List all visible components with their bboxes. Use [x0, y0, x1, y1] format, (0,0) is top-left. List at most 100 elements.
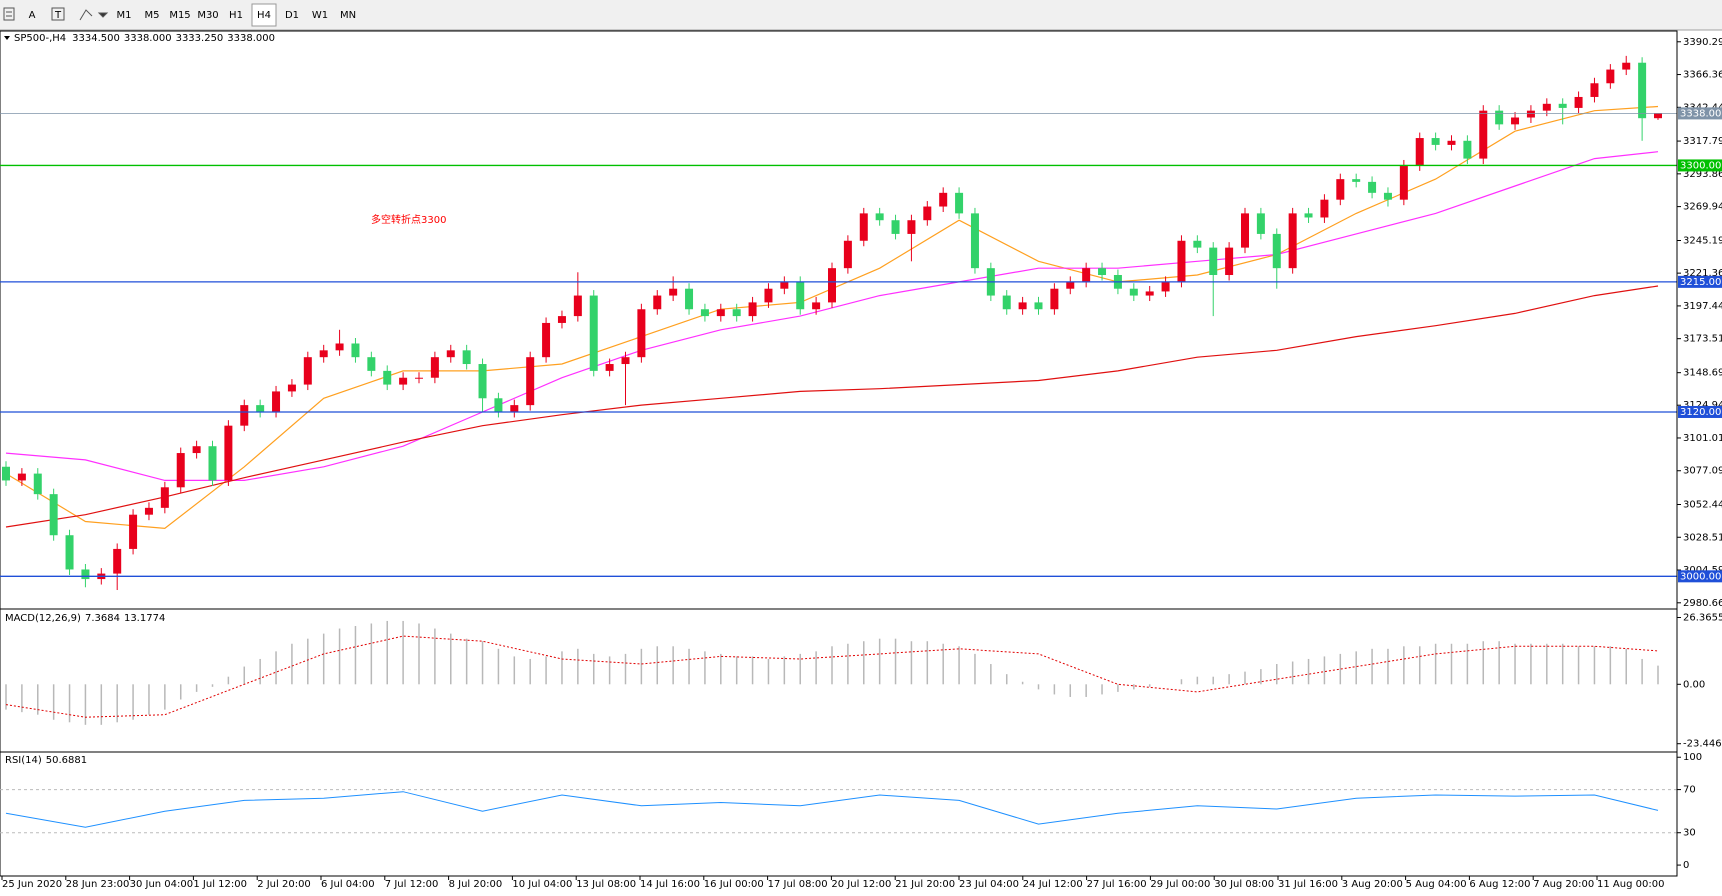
indicator-value: 7.3684: [85, 613, 120, 624]
timeframe-button[interactable]: W1: [312, 10, 328, 21]
candle-body: [526, 357, 535, 406]
y-tick-label: 100: [1683, 752, 1702, 763]
timeframe-button[interactable]: H4: [257, 10, 271, 21]
level-label: 3338.000: [1680, 108, 1722, 119]
candle-body: [478, 364, 487, 399]
x-tick-label: 31 Jul 16:00: [1278, 879, 1338, 890]
candle-body: [144, 507, 153, 515]
moving-average: [5, 105, 1659, 530]
candle-body: [589, 295, 598, 371]
active-timeframe: [251, 3, 277, 27]
candle-body: [1336, 179, 1345, 200]
y-tick-label: 3221.365: [1683, 268, 1722, 279]
candle-body: [621, 357, 630, 365]
x-tick-label: 3 Aug 20:00: [1342, 879, 1403, 890]
y-tick-label: 3052.440: [1683, 499, 1722, 510]
timeframe-button[interactable]: H1: [229, 10, 243, 21]
level-label-box: [1678, 570, 1722, 583]
candle-body: [1511, 117, 1520, 125]
level-label-box: [1678, 275, 1722, 288]
indicator-value: 13.1774: [124, 613, 165, 624]
chart-title: SP500-,H4: [14, 33, 66, 44]
rsi-line: [5, 791, 1659, 828]
y-tick-label: 0.00: [1683, 679, 1705, 690]
candle-body: [1606, 69, 1615, 84]
panel-title: RSI(14): [5, 755, 42, 766]
candle-body: [2, 466, 10, 481]
toolbar-icons: T: [3, 7, 109, 21]
candle-body: [1574, 96, 1583, 108]
candle-body: [510, 405, 519, 412]
timeframe-button[interactable]: M1: [117, 10, 132, 21]
candle-body: [1383, 192, 1392, 200]
timeframe-button[interactable]: MN: [340, 10, 356, 21]
candle-body: [462, 350, 471, 365]
candle-body: [287, 384, 296, 392]
y-tick-label: 3390.290: [1683, 37, 1722, 48]
candle-body: [272, 391, 281, 412]
y-tick-label: 3173.515: [1683, 334, 1722, 345]
x-tick-label: 24 Jul 12:00: [1023, 879, 1083, 890]
y-tick-label: 70: [1683, 785, 1696, 796]
x-tick-label: 1 Jul 12:00: [193, 879, 247, 890]
candle-body: [1193, 240, 1202, 248]
level-label-box: [1678, 107, 1722, 120]
y-tick-label: 3101.015: [1683, 433, 1722, 444]
candle-body: [780, 281, 789, 289]
candle-body: [700, 309, 709, 317]
candle-body: [812, 302, 821, 310]
timeframe-button[interactable]: M15: [169, 10, 190, 21]
level-label: 3000.000: [1680, 571, 1722, 582]
x-tick-label: 17 Jul 08:00: [768, 879, 828, 890]
candle-body: [923, 206, 932, 221]
icon: [97, 12, 109, 18]
last-bar-value: 3334.500: [72, 33, 120, 44]
candle-body: [256, 405, 265, 412]
level-label: 3300.000: [1680, 160, 1722, 171]
y-tick-label: 3028.515: [1683, 532, 1722, 543]
text-tool[interactable]: A: [29, 10, 36, 21]
candle-body: [1288, 213, 1297, 269]
candle-body: [1002, 295, 1011, 310]
candle-body: [81, 569, 90, 580]
level-label-box: [1678, 159, 1722, 172]
candle-body: [1098, 268, 1107, 276]
candle-body: [1654, 113, 1662, 119]
x-tick-label: 11 Aug 00:00: [1597, 879, 1664, 890]
y-tick-label: 3245.190: [1683, 236, 1722, 247]
candle-body: [1368, 181, 1377, 193]
candle-body: [1050, 288, 1059, 310]
candle-body: [1082, 268, 1091, 282]
moving-average: [5, 151, 1659, 481]
x-tick-label: 30 Jun 04:00: [130, 879, 194, 890]
candle-body: [573, 295, 582, 317]
x-tick-label: 27 Jul 16:00: [1087, 879, 1147, 890]
candle-body: [17, 473, 26, 481]
candle-body: [1590, 83, 1599, 97]
candle-body: [859, 213, 868, 241]
candle-body: [1256, 213, 1265, 234]
timeframe-button[interactable]: M5: [145, 10, 160, 21]
candle-body: [65, 535, 74, 570]
candle-body: [685, 288, 694, 310]
candle-body: [1177, 240, 1186, 282]
annotation: 多空转折点3300: [371, 213, 446, 226]
last-bar-value: 3338.000: [227, 33, 275, 44]
timeframe-button[interactable]: D1: [285, 10, 299, 21]
candle-body: [224, 425, 233, 481]
candle-body: [1399, 165, 1408, 200]
x-tick-label: 29 Jul 00:00: [1150, 879, 1210, 890]
candle-body: [399, 377, 408, 385]
y-tick-label: 3317.790: [1683, 136, 1722, 147]
candle-body: [1034, 302, 1043, 310]
x-tick-label: 6 Aug 12:00: [1469, 879, 1530, 890]
candle-body: [1447, 140, 1456, 145]
candle-body: [319, 350, 328, 358]
timeframe-button[interactable]: M30: [197, 10, 218, 21]
candle-body: [192, 446, 201, 454]
level-label: 3120.000: [1680, 407, 1722, 418]
candle-body: [1431, 138, 1440, 145]
candle-body: [129, 514, 138, 549]
candle-body: [875, 213, 884, 221]
